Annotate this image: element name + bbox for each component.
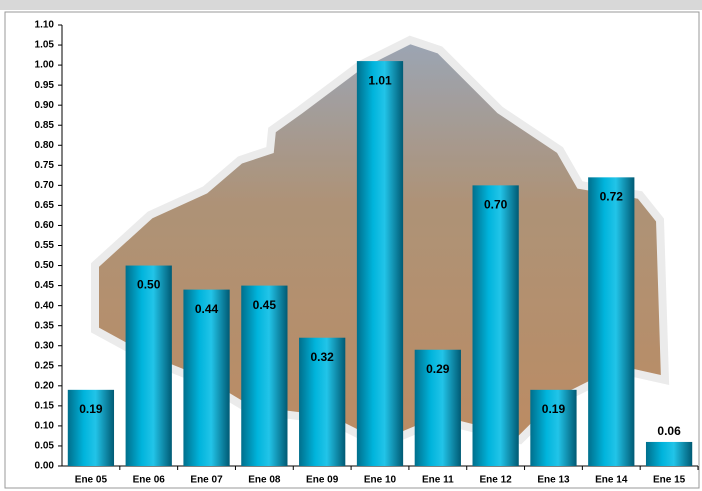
bar bbox=[299, 337, 346, 466]
value-label: 0.19 bbox=[79, 402, 103, 416]
y-tick-label: 0.10 bbox=[35, 421, 55, 432]
y-tick-label: 0.75 bbox=[35, 160, 55, 171]
x-tick-label: Ene 09 bbox=[306, 475, 339, 486]
y-tick-label: 0.90 bbox=[35, 100, 55, 111]
y-tick-label: 0.40 bbox=[35, 300, 55, 311]
y-tick-label: 1.10 bbox=[35, 20, 55, 31]
bar bbox=[241, 285, 288, 466]
x-tick-label: Ene 06 bbox=[133, 475, 166, 486]
x-tick-label: Ene 07 bbox=[190, 475, 223, 486]
y-tick-label: 0.80 bbox=[35, 140, 55, 151]
value-label: 0.45 bbox=[253, 298, 277, 312]
y-tick-label: 0.25 bbox=[35, 360, 55, 371]
y-tick-label: 0.15 bbox=[35, 401, 55, 412]
x-tick-label: Ene 05 bbox=[75, 475, 108, 486]
bar bbox=[183, 289, 230, 466]
y-tick-label: 0.60 bbox=[35, 220, 55, 231]
bar bbox=[125, 265, 172, 466]
y-tick-label: 0.45 bbox=[35, 280, 55, 291]
y-tick-label: 1.00 bbox=[35, 60, 55, 71]
value-label: 0.72 bbox=[600, 190, 624, 204]
value-label: 0.19 bbox=[542, 402, 566, 416]
x-tick-label: Ene 12 bbox=[480, 475, 513, 486]
value-label: 0.70 bbox=[484, 198, 508, 212]
y-tick-label: 0.30 bbox=[35, 340, 55, 351]
bar bbox=[414, 349, 461, 466]
bar bbox=[356, 61, 404, 466]
y-tick-label: 0.05 bbox=[35, 441, 55, 452]
x-tick-label: Ene 08 bbox=[248, 475, 281, 486]
x-tick-label: Ene 10 bbox=[364, 475, 397, 486]
value-label: 0.32 bbox=[311, 350, 335, 364]
y-tick-label: 0.35 bbox=[35, 320, 55, 331]
x-tick-label: Ene 13 bbox=[537, 475, 570, 486]
bar bbox=[588, 177, 635, 466]
value-label: 0.50 bbox=[137, 278, 161, 292]
bar bbox=[530, 389, 577, 466]
y-tick-label: 0.65 bbox=[35, 200, 55, 211]
x-tick-label: Ene 15 bbox=[653, 475, 686, 486]
x-tick-label: Ene 11 bbox=[422, 475, 454, 486]
y-tick-label: 0.55 bbox=[35, 240, 55, 251]
value-label: 1.01 bbox=[368, 73, 392, 87]
y-tick-label: 0.00 bbox=[35, 461, 55, 472]
value-label: 0.06 bbox=[657, 424, 681, 438]
y-tick-label: 0.70 bbox=[35, 180, 55, 191]
y-tick-label: 0.50 bbox=[35, 260, 55, 271]
y-tick-label: 1.05 bbox=[35, 40, 55, 51]
y-tick-label: 0.95 bbox=[35, 80, 55, 91]
y-tick-label: 0.85 bbox=[35, 120, 55, 131]
bar bbox=[67, 389, 115, 466]
bar bbox=[472, 185, 519, 466]
bar bbox=[645, 441, 693, 466]
value-label: 0.29 bbox=[426, 362, 450, 376]
value-label: 0.44 bbox=[195, 302, 219, 316]
y-tick-label: 0.20 bbox=[35, 380, 55, 391]
top-strip bbox=[0, 0, 702, 10]
x-tick-label: Ene 14 bbox=[595, 475, 628, 486]
